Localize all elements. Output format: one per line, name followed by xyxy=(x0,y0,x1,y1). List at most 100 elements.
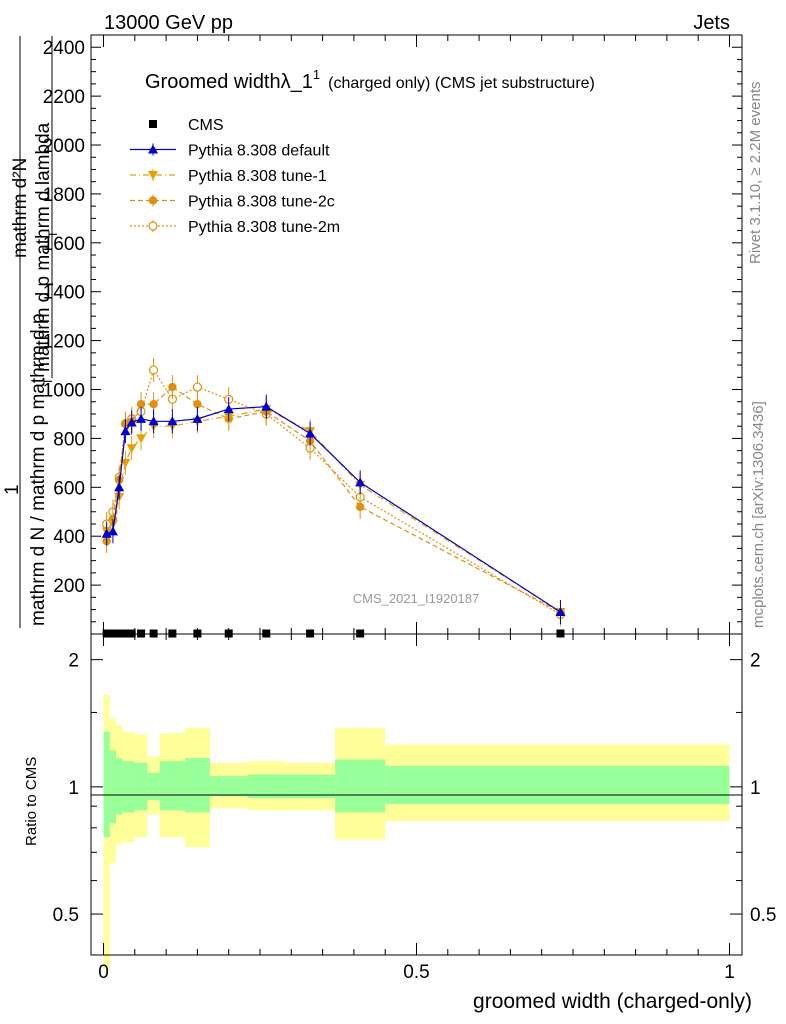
main-y-tick-label: 600 xyxy=(53,478,85,499)
ratio-band-green-9 xyxy=(247,774,286,799)
series-point xyxy=(136,434,147,444)
ylabel-denominator-sub: T xyxy=(41,377,55,385)
cms-point xyxy=(262,629,271,638)
ratio-y-tick-label-right: 1 xyxy=(750,778,761,799)
ratio-band-green-2 xyxy=(116,758,123,815)
legend-marker xyxy=(148,171,158,180)
main-y-axis: 200 400 600 800 1000 1200 1400 1600 1800 2000 2200… xyxy=(43,38,742,623)
cms-point xyxy=(556,629,565,638)
series-point xyxy=(101,528,112,538)
cms-point xyxy=(102,629,111,638)
side-text-bottom: mcplots.cern.ch [arXiv:1306.3436] xyxy=(750,401,767,628)
series-point xyxy=(126,417,137,427)
series-point xyxy=(107,526,118,536)
series-point xyxy=(136,413,147,423)
ratio-y-tick-label-left: 0.5 xyxy=(53,905,79,926)
ratio-band-green-6 xyxy=(159,761,185,811)
series-pythia-8-308-tune-2c xyxy=(102,375,565,624)
legend-marker xyxy=(148,144,158,154)
legend-entry-label: CMS xyxy=(188,117,224,134)
cms-point xyxy=(168,629,177,638)
legend-entry-label: Pythia 8.308 tune-2m xyxy=(188,219,340,236)
cms-point xyxy=(127,629,136,638)
cms-point xyxy=(193,629,202,638)
series-point xyxy=(120,458,131,468)
ratio-y-axis: 0.5 0.5 1 1 2 2 xyxy=(53,651,777,926)
series-point xyxy=(114,482,125,492)
ylabel-prefix: 1 xyxy=(2,484,23,495)
ratio-y-tick-label-left: 2 xyxy=(68,651,79,672)
plot-title: Groomed widthλ_11 (charged only) (CMS jet… xyxy=(145,67,595,93)
main-y-tick-label: 1000 xyxy=(43,381,85,402)
series-point xyxy=(149,399,158,409)
ratio-y-tick-label-right: 2 xyxy=(750,651,761,672)
cms-point xyxy=(306,629,315,638)
main-y-tick-label: 200 xyxy=(53,576,85,597)
cms-point xyxy=(121,629,130,638)
series-point xyxy=(223,404,234,414)
main-y-tick-label: 2000 xyxy=(43,136,85,157)
header-left: 13000 GeV pp xyxy=(104,12,233,34)
main-y-tick-label: 2200 xyxy=(43,87,85,108)
ratio-band-green-0 xyxy=(103,731,110,838)
ratio-band-green-8 xyxy=(209,776,248,797)
series-point xyxy=(193,399,202,409)
series-point xyxy=(136,399,146,409)
series-point xyxy=(192,382,203,392)
series-line xyxy=(106,368,561,615)
legend: CMS Pythia 8.308 default Pythia 8.308 tune… xyxy=(130,117,340,236)
ratio-band-green-5 xyxy=(147,772,160,801)
ratio-band-green-1 xyxy=(109,750,117,824)
ylabel-denominator: mathrm d N / mathrm d p mathrm d p xyxy=(28,313,49,626)
ratio-band-green-11 xyxy=(335,759,386,813)
series-point xyxy=(148,365,159,375)
legend-marker xyxy=(148,221,158,231)
watermark: CMS_2021_I1920187 xyxy=(353,591,480,606)
plot-title-main: Groomed widthλ_1 xyxy=(145,71,313,93)
series-line xyxy=(106,406,561,613)
main-y-tick-label: 2400 xyxy=(43,38,85,59)
main-y-tick-label: 1200 xyxy=(43,332,85,353)
ylabel-numerator-sub: T xyxy=(46,230,60,238)
ratio-bands xyxy=(103,694,730,970)
ratio-x-tick-label: 1 xyxy=(724,962,735,983)
series-point xyxy=(167,416,178,426)
series-cms xyxy=(102,629,565,638)
ratio-y-tick-label-right: 0.5 xyxy=(750,905,776,926)
ratio-band-green-4 xyxy=(134,762,148,811)
series-point xyxy=(148,416,159,426)
cms-point xyxy=(108,629,117,638)
ylabel-numerator-line2: mathrm d p mathrm d lambda xyxy=(33,122,54,372)
plot-title-sub: (charged only) (CMS jet substructure) xyxy=(328,75,595,92)
series-point xyxy=(120,426,131,436)
series-line xyxy=(106,408,561,613)
series-point xyxy=(168,382,177,392)
series-point xyxy=(261,401,272,411)
plot-title-sup: 1 xyxy=(313,67,320,82)
series-pythia-8-308-default xyxy=(101,394,566,624)
legend-marker xyxy=(149,120,157,128)
main-y-tick-label: 1400 xyxy=(43,283,85,304)
main-y-tick-label: 800 xyxy=(53,429,85,450)
cms-point xyxy=(137,629,146,638)
series-point xyxy=(305,428,316,438)
ratio-y-label: Ratio to CMS xyxy=(23,757,40,846)
ratio-band-green-12 xyxy=(385,766,730,805)
ratio-y-tick-label-left: 1 xyxy=(68,778,79,799)
side-text-top: Rivet 3.1.10, ≥ 2.2M events xyxy=(747,82,764,265)
main-y-tick-label: 1600 xyxy=(43,234,85,255)
ratio-band-green-10 xyxy=(285,774,336,799)
series-point xyxy=(355,477,366,487)
ratio-x-tick-label: 0 xyxy=(98,962,109,983)
legend-entry-label: Pythia 8.308 tune-1 xyxy=(188,168,327,185)
cms-point xyxy=(356,629,365,638)
cms-point xyxy=(115,629,124,638)
x-axis-label: groomed width (charged-only) xyxy=(473,990,752,1013)
series-point xyxy=(355,502,365,512)
ratio-x-tick-label: 0.5 xyxy=(403,962,429,983)
ratio-band-green-7 xyxy=(184,758,210,813)
cms-point xyxy=(149,629,158,638)
series-point xyxy=(192,413,203,423)
main-y-label: mathrm d²N mathrm d p mathrm d lambda T … xyxy=(2,36,60,628)
legend-entry-label: Pythia 8.308 default xyxy=(188,143,330,160)
